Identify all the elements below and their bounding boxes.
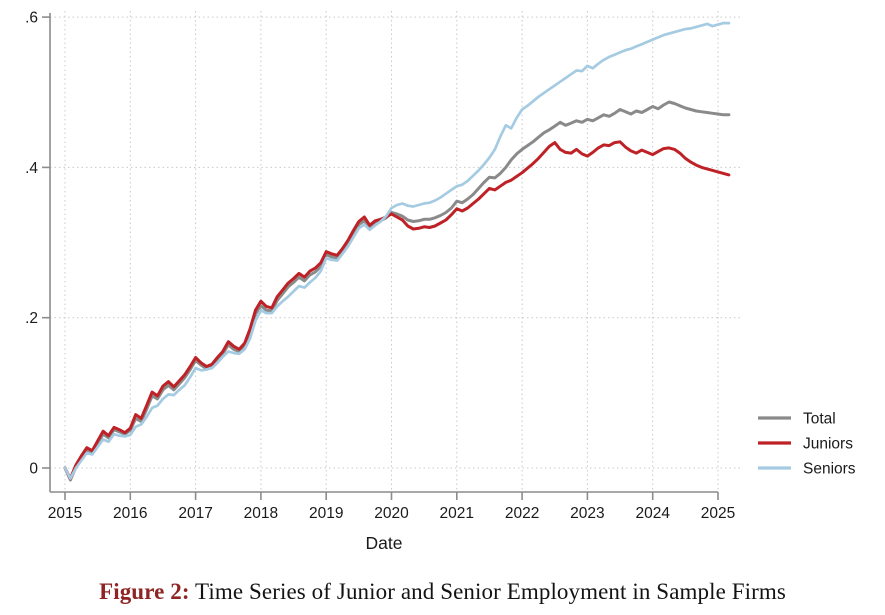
x-tick-label: 2019	[309, 505, 343, 522]
legend-item-seniors: Seniors	[758, 461, 856, 478]
y-tick-label: .6	[25, 10, 38, 27]
x-tick-label: 2024	[635, 505, 670, 522]
legend-item-juniors: Juniors	[758, 436, 853, 453]
legend-label-seniors: Seniors	[803, 461, 856, 478]
x-axis-title: Date	[366, 533, 403, 553]
x-tick-label: 2017	[178, 505, 212, 522]
legend: Total Juniors Seniors	[758, 411, 856, 478]
x-tick-label: 2022	[505, 505, 539, 522]
employment-time-series-plot: 0 .2 .4 .6 2015 2016 2017 2018 2019 2020 2021 2022 2…	[25, 10, 856, 553]
series-juniors-line	[63, 140, 731, 480]
figure-caption-text: Time Series of Junior and Senior Employm…	[189, 579, 786, 604]
legend-item-total: Total	[758, 411, 836, 428]
x-tick-label: 2023	[570, 505, 604, 522]
figure-caption: Figure 2: Time Series of Junior and Seni…	[0, 579, 885, 605]
y-tick-label: 0	[29, 461, 38, 478]
x-tick-label: 2015	[48, 505, 82, 522]
x-tick-label: 2020	[374, 505, 409, 522]
series-seniors-line	[63, 21, 731, 480]
y-tick-label: .4	[25, 160, 38, 177]
legend-label-juniors: Juniors	[803, 436, 853, 453]
gridlines	[50, 11, 742, 492]
series-lines	[63, 21, 731, 482]
series-total-line	[63, 100, 731, 482]
x-tick-label: 2025	[701, 505, 735, 522]
axes: 0 .2 .4 .6 2015 2016 2017 2018 2019 2020 2021 2022 2…	[25, 10, 735, 522]
x-tick-label: 2016	[113, 505, 147, 522]
legend-label-total: Total	[803, 411, 836, 428]
x-tick-label: 2018	[244, 505, 278, 522]
figure-caption-label: Figure 2:	[99, 579, 190, 604]
x-tick-label: 2021	[440, 505, 474, 522]
y-tick-label: .2	[25, 310, 38, 327]
